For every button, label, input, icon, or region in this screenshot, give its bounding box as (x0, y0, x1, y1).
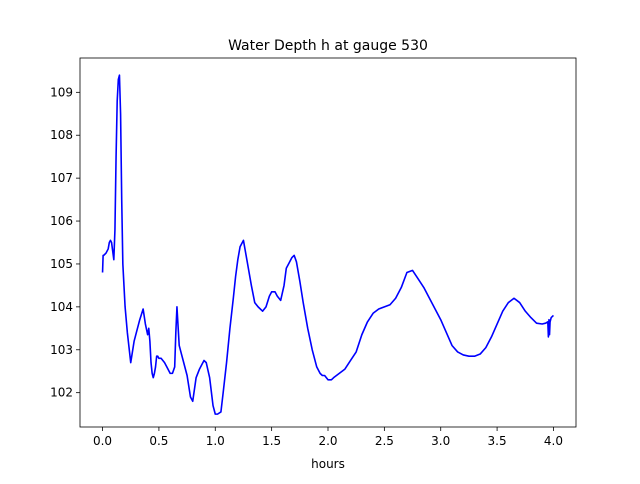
y-tick-label: 103 (50, 343, 73, 357)
x-tick-label: 1.5 (262, 434, 281, 448)
x-axis-label: hours (311, 457, 345, 471)
y-tick-label: 105 (50, 257, 73, 271)
y-tick-label: 104 (50, 300, 73, 314)
x-tick-label: 3.5 (488, 434, 507, 448)
series-line-0 (101, 74, 555, 415)
y-tick-label: 108 (50, 128, 73, 142)
x-tick-label: 4.0 (544, 434, 563, 448)
x-tick-label: 0.5 (149, 434, 168, 448)
y-tick-label: 107 (50, 171, 73, 185)
y-tick-label: 102 (50, 386, 73, 400)
x-tick-label: 2.5 (375, 434, 394, 448)
plot-area (101, 74, 555, 415)
x-tick-label: 1.0 (206, 434, 225, 448)
x-tick-label: 0.0 (93, 434, 112, 448)
y-tick-label: 109 (50, 85, 73, 99)
chart-title: Water Depth h at gauge 530 (228, 38, 428, 54)
x-tick-label: 3.0 (431, 434, 450, 448)
axes: 0.0 0.5 1.0 1.5 2.0 2.5 3.0 3.5 4.0 102 103 104 105 1… (50, 57, 577, 448)
y-tick-label: 106 (50, 214, 73, 228)
x-tick-label: 2.0 (318, 434, 337, 448)
